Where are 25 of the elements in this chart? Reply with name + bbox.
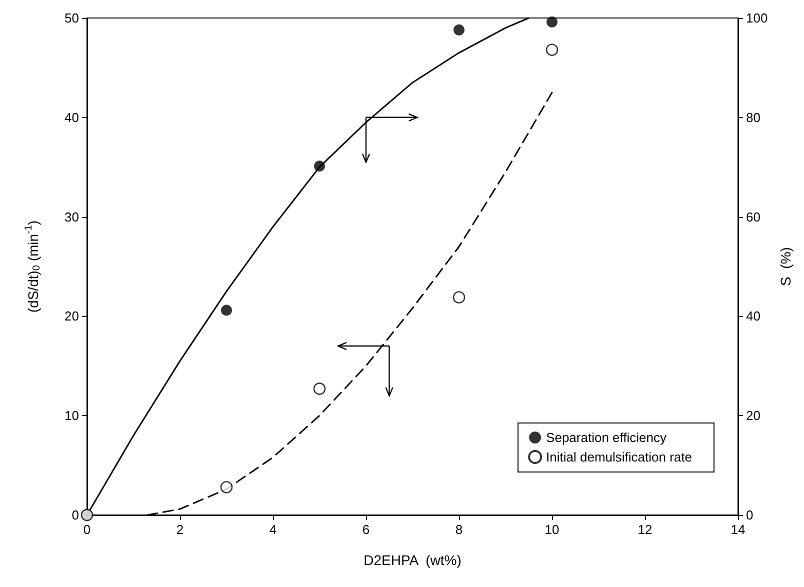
- x-tick-label: 10: [544, 522, 560, 537]
- x-tick-label: 14: [730, 522, 746, 537]
- y-tick-label: 0: [72, 508, 79, 522]
- y2-tick-label: 40: [746, 308, 760, 324]
- y2-axis-title: S (%): [778, 247, 794, 286]
- y2-tick-label: 60: [746, 209, 760, 224]
- y-tick-label: 30: [64, 209, 79, 224]
- x-tick-label: 0: [83, 522, 91, 537]
- legend-label: Separation efficiency: [546, 430, 667, 445]
- y2-tick-label: 80: [746, 110, 760, 125]
- x-tick-label: 8: [455, 522, 463, 537]
- legend-label: Initial demulsification rate: [546, 450, 692, 464]
- x-tick-label: 4: [269, 522, 277, 537]
- x-tick-label: 12: [638, 522, 652, 537]
- x-axis-title: D2EHPA (wt%): [364, 552, 462, 568]
- y2-tick-label: 20: [746, 408, 760, 424]
- x-tick-label: 6: [362, 522, 370, 537]
- y2-tick-label: 100: [746, 10, 768, 26]
- y-axis-title: (dS/dt)0 (min-1): [24, 220, 42, 313]
- y-tick-label: 10: [64, 408, 79, 424]
- y2-tick-label: 0: [746, 508, 754, 522]
- y-tick-label: 40: [64, 110, 79, 125]
- y-tick-label: 20: [64, 308, 79, 324]
- y-tick-label: 50: [64, 10, 79, 26]
- x-tick-label: 2: [176, 522, 184, 537]
